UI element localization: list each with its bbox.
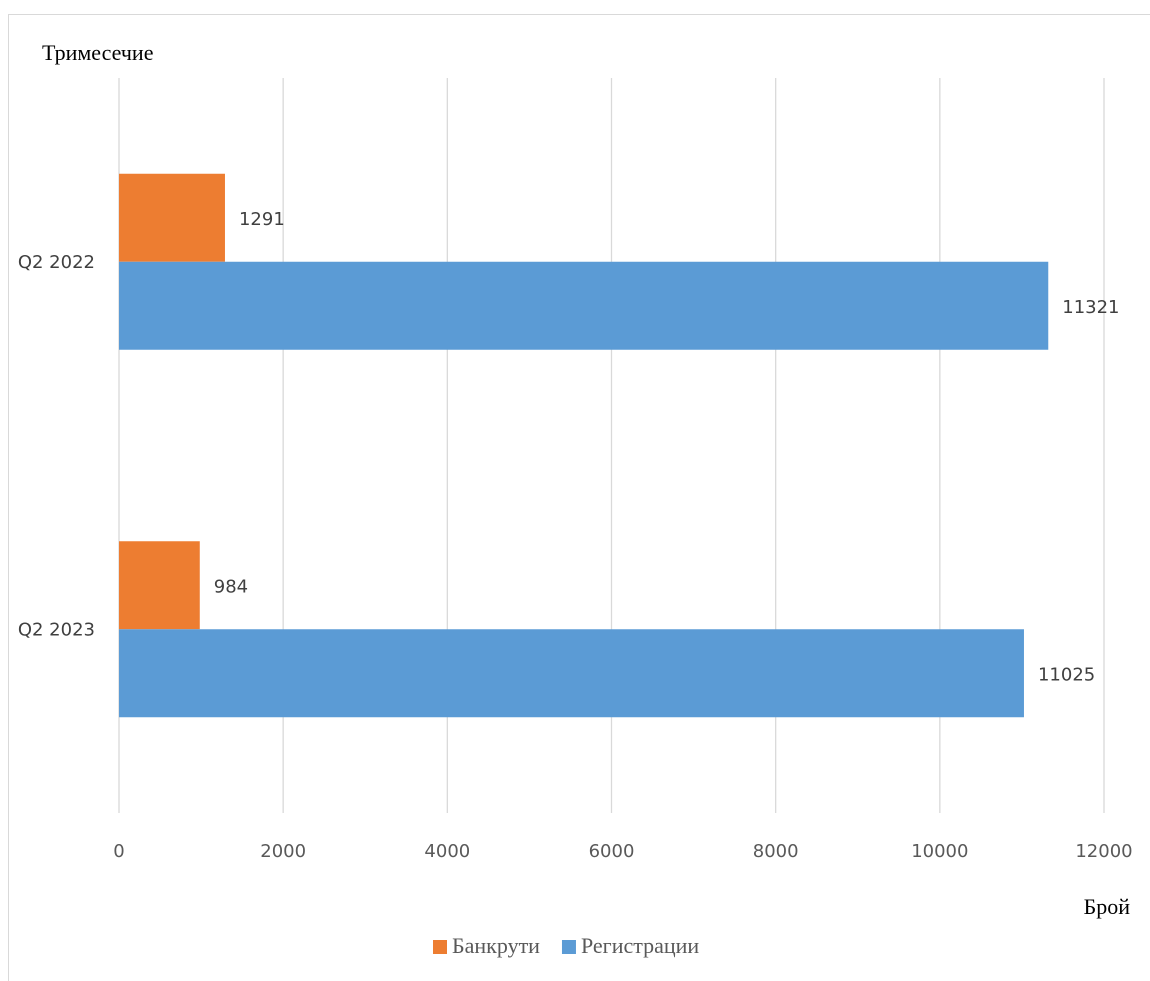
bar-data-label: 11025 [1038,664,1095,685]
data-labels: 1291 11321 984 11025 [214,209,1120,686]
x-tick-label: 12000 [1075,841,1132,862]
legend: Банкрути Регистрации [433,933,699,958]
bar-банкрути-0 [119,173,225,262]
x-tick-label: 0 [113,841,124,862]
bar-data-label: 11321 [1062,297,1119,318]
chart-frame [8,14,1150,981]
x-tick-label: 4000 [424,841,470,862]
legend-swatch [433,940,447,954]
bar-data-label: 1291 [239,209,285,230]
legend-label: Банкрути [452,933,540,958]
bar-регистрации-1 [119,629,1024,718]
y-axis-categories: Q2 2022 Q2 2023 [18,252,95,641]
bar-data-label: 984 [214,576,248,597]
legend-label: Регистрации [581,933,699,958]
x-tick-label: 10000 [911,841,968,862]
bar-банкрути-1 [119,541,200,630]
bars [119,173,1049,718]
x-axis-ticks: 0 2000 4000 6000 8000 10000 12000 [113,841,1132,862]
y-category-label: Q2 2023 [18,619,95,640]
bar-регистрации-0 [119,261,1049,350]
legend-swatch [561,940,576,954]
y-category-label: Q2 2022 [18,252,95,273]
x-axis-title: Брой [1084,894,1131,919]
y-axis-title: Тримесечие [42,40,153,65]
x-tick-label: 8000 [753,841,799,862]
x-tick-label: 2000 [260,841,306,862]
x-tick-label: 6000 [589,841,635,862]
